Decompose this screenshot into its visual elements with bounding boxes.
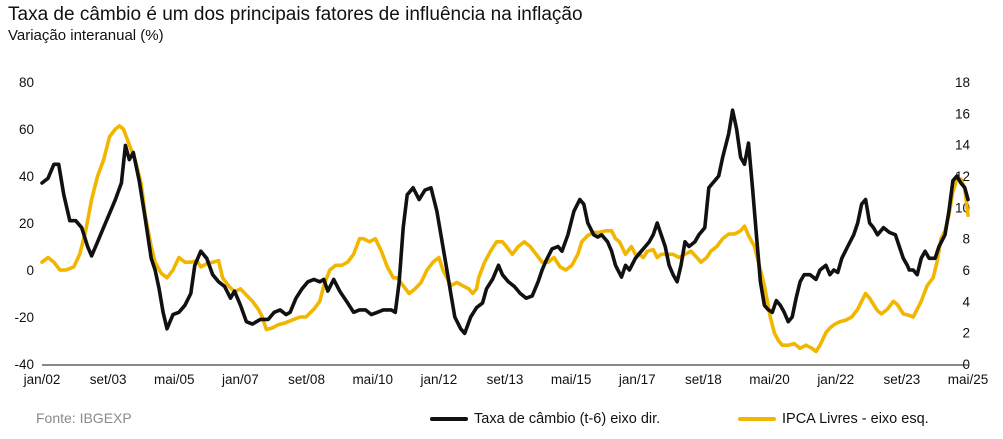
chart-subtitle: Variação interanual (%) — [8, 27, 164, 44]
legend-ipca-swatch — [738, 417, 776, 421]
right-tick-label: 4 — [962, 294, 970, 309]
x-tick-label: mai/20 — [749, 372, 790, 387]
left-axis: -40 -20 0 20 40 60 80 — [14, 75, 34, 372]
x-tick-label: set/13 — [487, 372, 524, 387]
x-tick-label: set/03 — [90, 372, 127, 387]
x-tick-label: jan/22 — [816, 372, 854, 387]
x-tick-label: mai/15 — [551, 372, 592, 387]
left-tick-label: -40 — [14, 357, 34, 372]
left-tick-label: 60 — [19, 122, 34, 137]
right-tick-label: 18 — [955, 75, 970, 90]
left-tick-label: 40 — [19, 169, 34, 184]
x-tick-label: jan/07 — [221, 372, 259, 387]
left-tick-label: -20 — [14, 310, 34, 325]
left-tick-label: 0 — [26, 263, 34, 278]
x-axis: jan/02 set/03 mai/05 jan/07 set/08 mai/10 jan/… — [23, 364, 989, 387]
chart-title: Taxa de câmbio é um dos principais fator… — [8, 4, 583, 25]
legend-cambio-swatch — [430, 417, 468, 421]
legend-cambio-label: Taxa de câmbio (t-6) eixo dir. — [474, 411, 661, 427]
right-tick-label: 8 — [962, 232, 970, 247]
x-tick-label: jan/02 — [23, 372, 61, 387]
x-tick-label: jan/12 — [419, 372, 457, 387]
x-tick-label: set/23 — [883, 372, 920, 387]
x-tick-label: set/08 — [288, 372, 325, 387]
x-tick-label: mai/10 — [352, 372, 393, 387]
legend-ipca: IPCA Livres - eixo esq. — [738, 411, 929, 427]
left-tick-label: 80 — [19, 75, 34, 90]
x-tick-label: mai/25 — [948, 372, 989, 387]
x-tick-label: jan/17 — [618, 372, 656, 387]
plot-area — [40, 108, 970, 354]
series-line-ipca — [40, 124, 970, 354]
right-tick-label: 16 — [955, 106, 970, 121]
x-tick-label: mai/05 — [154, 372, 195, 387]
legend-ipca-label: IPCA Livres - eixo esq. — [782, 411, 929, 427]
x-tick-label: set/18 — [685, 372, 722, 387]
right-tick-label: 14 — [955, 138, 971, 153]
legend-cambio: Taxa de câmbio (t-6) eixo dir. — [430, 411, 660, 427]
source-note: Fonte: IBGEXP — [36, 410, 132, 426]
series-line-cambio — [40, 108, 970, 336]
left-tick-label: 20 — [19, 216, 34, 231]
right-tick-label: 6 — [962, 263, 970, 278]
right-tick-label: 2 — [962, 326, 970, 341]
